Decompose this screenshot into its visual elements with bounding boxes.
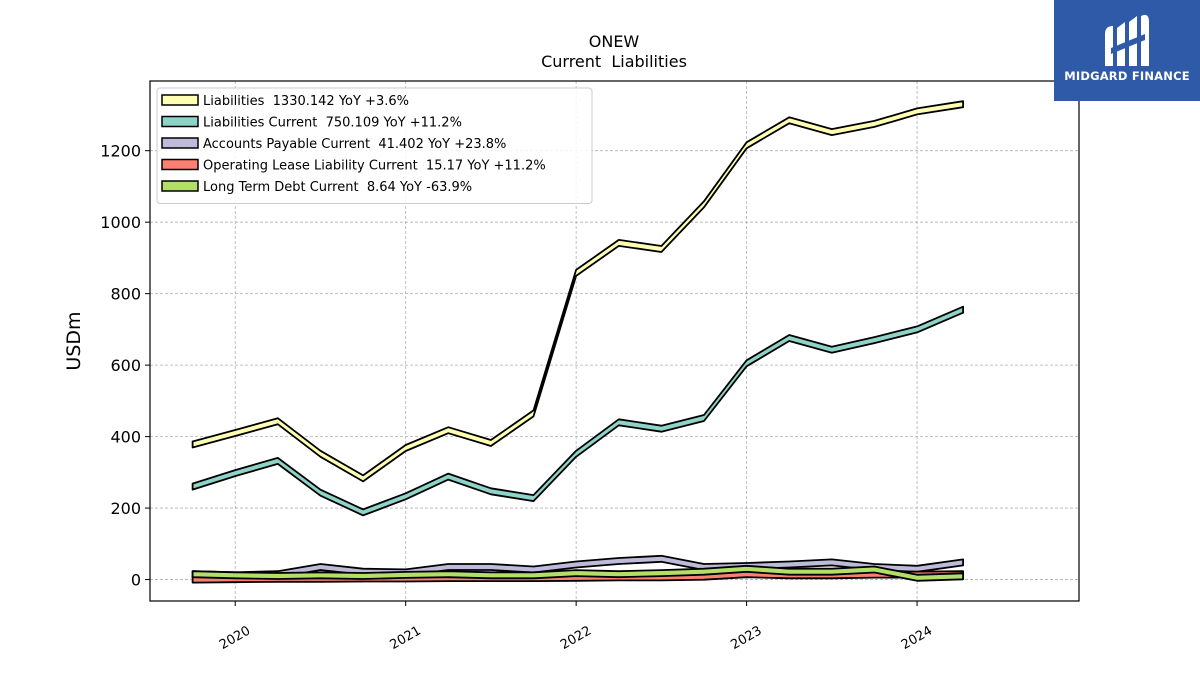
x-tick-label: 2023 — [728, 623, 764, 653]
y-tick-label: 600 — [110, 356, 141, 375]
legend-label: Liabilities Current 750.109 YoY +11.2% — [203, 116, 462, 131]
y-axis-label: USDm — [63, 311, 85, 370]
legend-label: Long Term Debt Current 8.64 YoY -63.9% — [203, 180, 472, 195]
legend-swatch — [161, 158, 199, 171]
legend-swatch — [161, 180, 199, 192]
legend-box — [156, 87, 593, 204]
y-tick-label: 200 — [110, 499, 141, 518]
chart-title: ONEW — [589, 32, 640, 51]
legend-swatch — [161, 94, 199, 106]
y-tick-label: 0 — [131, 571, 141, 590]
y-tick-label: 1200 — [100, 142, 141, 161]
legend-swatch — [161, 137, 199, 149]
series-0 — [191, 100, 964, 483]
x-tick-label: 2021 — [388, 623, 424, 653]
x-tick-label: 2022 — [558, 623, 594, 653]
series-area — [191, 305, 964, 517]
legend-label: Operating Lease Liability Current 15.17 … — [203, 159, 546, 174]
x-tick-label: 2020 — [217, 623, 253, 653]
brand-logo: MIDGARD FINANCE — [1054, 0, 1200, 101]
y-tick-label: 800 — [110, 285, 141, 304]
series-area — [191, 100, 964, 483]
series-4 — [191, 564, 964, 582]
legend-swatch — [161, 115, 199, 128]
midgard-logo-icon — [1105, 14, 1149, 66]
y-tick-label: 400 — [110, 428, 141, 447]
series-1 — [191, 305, 964, 517]
legend-label: Accounts Payable Current 41.402 YoY +23.… — [203, 137, 506, 152]
chart-subtitle: Current Liabilities — [541, 52, 687, 71]
brand-name: MIDGARD FINANCE — [1064, 69, 1190, 83]
plot-frame — [149, 80, 1080, 602]
legend-label: Liabilities 1330.142 YoY +3.6% — [203, 94, 409, 109]
series-area — [191, 564, 964, 582]
y-tick-label: 1000 — [100, 213, 141, 232]
x-tick-label: 2024 — [899, 623, 935, 653]
